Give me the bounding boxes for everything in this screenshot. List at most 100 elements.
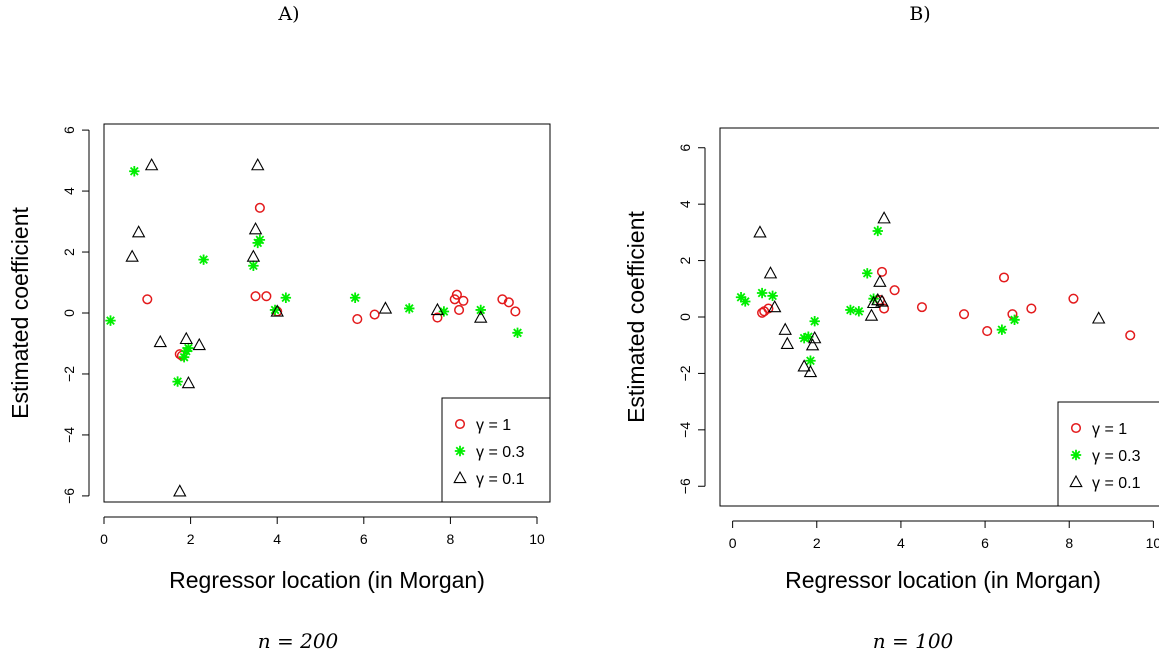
legend-label: γ = 0.3 — [476, 444, 525, 461]
data-point — [763, 303, 774, 314]
legend-label: γ = 0.3 — [1092, 448, 1141, 465]
data-point — [454, 304, 465, 316]
y-tick-label: −4 — [677, 422, 693, 438]
plot-frame — [719, 127, 1159, 507]
y-tick-label: −4 — [61, 427, 77, 443]
data-point — [756, 287, 768, 299]
legend-box — [441, 397, 551, 503]
data-point — [778, 322, 792, 335]
data-point — [475, 304, 486, 316]
y-tick-label: −2 — [61, 366, 77, 382]
data-point — [131, 225, 146, 238]
data-point — [183, 342, 194, 354]
data-point — [866, 295, 881, 309]
x-tick-label: 0 — [729, 535, 737, 551]
y-axis-title: Estimated coefficient — [7, 206, 33, 418]
data-point — [876, 266, 888, 277]
x-tick-label: 10 — [1146, 535, 1159, 551]
data-point — [280, 292, 292, 303]
data-point — [349, 292, 361, 303]
legend-marker — [1069, 474, 1083, 488]
panel-caption: n = 200 — [258, 629, 339, 653]
data-point — [248, 222, 263, 235]
data-point — [378, 301, 393, 314]
data-point — [767, 290, 778, 302]
data-point — [916, 302, 928, 313]
y-tick-label: 6 — [677, 144, 693, 152]
y-tick-label: 0 — [61, 309, 77, 317]
data-point — [125, 249, 139, 262]
y-tick-label: −6 — [61, 488, 77, 504]
data-point — [853, 306, 865, 317]
data-point — [871, 292, 885, 306]
data-point — [873, 274, 887, 287]
data-point — [451, 289, 462, 300]
data-point — [875, 294, 889, 307]
data-point — [803, 364, 818, 378]
data-point — [1125, 330, 1136, 341]
y-tick-label: −2 — [677, 365, 693, 381]
data-point — [144, 158, 159, 171]
data-point — [512, 327, 523, 339]
series-asterisk — [735, 225, 1020, 366]
data-point — [982, 326, 993, 337]
data-point — [173, 484, 187, 497]
data-point — [797, 359, 811, 372]
x-tick-label: 4 — [273, 531, 281, 547]
y-tick-label: 0 — [677, 313, 693, 321]
y-tick-label: 2 — [61, 248, 77, 256]
legend-marker — [453, 470, 467, 484]
data-point — [805, 338, 820, 351]
legend: γ = 1 γ = 0.3 γ = 0.1 — [441, 397, 551, 503]
data-point — [780, 336, 795, 349]
data-point — [807, 331, 822, 344]
data-point — [192, 337, 206, 351]
x-tick-label: 4 — [897, 535, 905, 551]
data-point — [432, 312, 443, 323]
data-point — [877, 211, 891, 224]
x-tick-label: 8 — [447, 531, 455, 547]
y-axis-title: Estimated coefficient — [623, 210, 649, 422]
x-tick-label: 2 — [187, 531, 195, 547]
data-point — [142, 294, 153, 305]
legend: γ = 1 γ = 0.3 γ = 0.1 — [1057, 401, 1159, 507]
data-point — [872, 225, 883, 237]
legend-label: γ = 0.1 — [1092, 475, 1141, 492]
data-point — [958, 309, 970, 320]
data-point — [246, 249, 261, 262]
data-point — [809, 316, 820, 327]
data-point — [889, 285, 900, 296]
data-point — [473, 310, 488, 323]
legend-label: γ = 1 — [1092, 421, 1127, 438]
y-tick-label: 4 — [61, 187, 77, 195]
x-axis-title: Regressor location (in Morgan) — [785, 567, 1101, 593]
data-point — [803, 331, 814, 342]
data-point — [261, 291, 272, 302]
data-point — [153, 334, 168, 348]
series-circle — [142, 202, 521, 361]
legend-marker — [454, 418, 466, 430]
data-point — [270, 304, 284, 317]
data-point — [510, 306, 521, 317]
data-point — [250, 291, 261, 302]
data-point — [1026, 303, 1037, 314]
data-point — [254, 202, 265, 213]
series-triangle — [125, 158, 488, 497]
y-tick-label: 4 — [677, 200, 693, 208]
series-asterisk — [105, 166, 523, 387]
panel-label: A) — [277, 3, 299, 25]
data-point — [129, 166, 140, 177]
data-point — [1009, 314, 1020, 326]
panel-a: A) n = 200 0 2 4 6 8 10 −6 −4 −2 0 2 4 6 Regressor loca… — [7, 3, 551, 653]
panel-caption: n = 100 — [873, 629, 954, 653]
data-point — [998, 272, 1010, 283]
x-axis-title: Regressor location (in Morgan) — [169, 567, 485, 593]
legend-marker — [1070, 422, 1082, 434]
data-point — [868, 293, 879, 304]
data-point — [179, 331, 193, 345]
data-point — [178, 352, 190, 363]
legend-marker — [1070, 449, 1082, 461]
data-point — [105, 315, 116, 326]
data-point — [879, 303, 890, 314]
